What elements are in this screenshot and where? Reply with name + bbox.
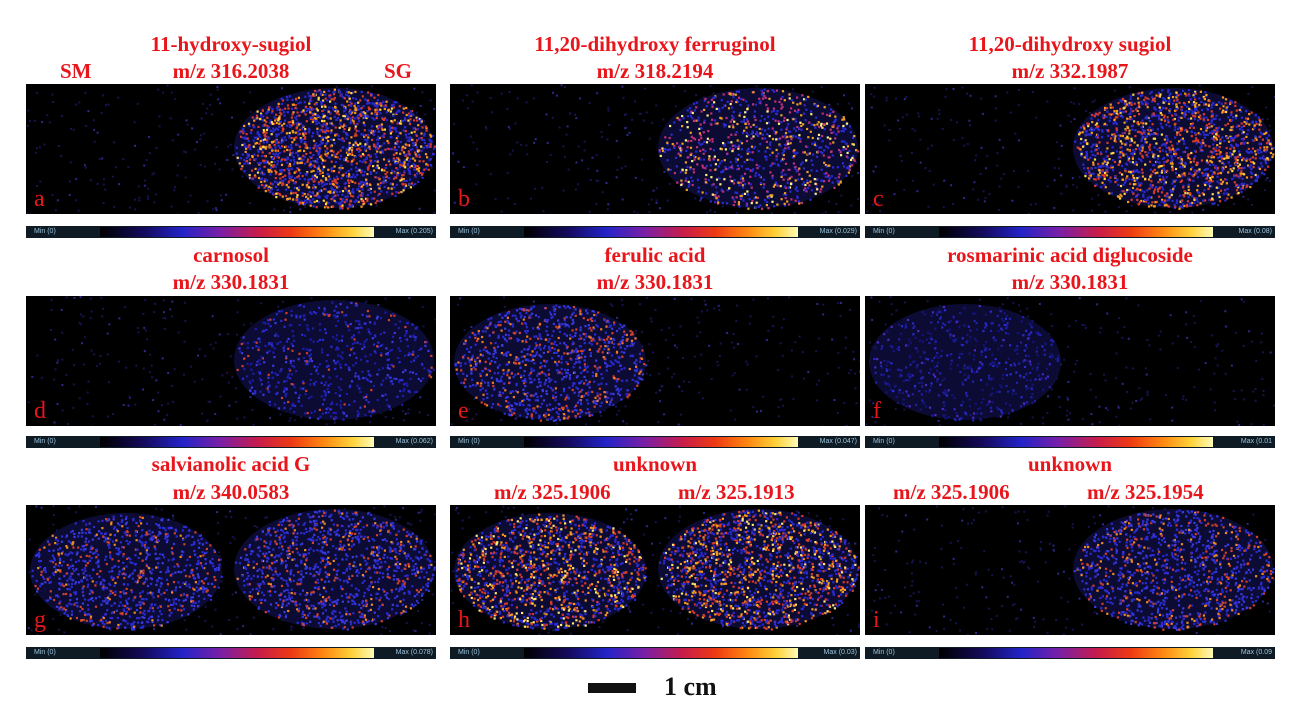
colorbar-max: Max (0.03) <box>823 649 857 656</box>
panel-letter: f <box>873 398 881 424</box>
sm-label: SM <box>60 59 92 83</box>
colorbar-max: Max (0.01 <box>1240 438 1272 445</box>
colorbar: Min (0) Max (0.09 <box>865 647 1275 659</box>
tissue-section <box>27 296 436 426</box>
tissue-section <box>450 296 860 426</box>
colorbar-min: Min (0) <box>873 438 895 445</box>
colorbar: Min (0) Max (0.029) <box>450 226 860 238</box>
colorbar-gradient <box>100 437 374 447</box>
tissue-section <box>27 505 436 635</box>
panel-title: ferulic acid <box>604 243 706 267</box>
panel-title: salvianolic acid G <box>151 452 311 476</box>
colorbar-min: Min (0) <box>458 438 480 445</box>
colorbar-gradient <box>939 437 1213 447</box>
colorbar-min: Min (0) <box>458 649 480 656</box>
ms-image: i <box>865 505 1275 635</box>
colorbar: Min (0) Max (0.01 <box>865 436 1275 448</box>
scale-bar <box>588 683 636 693</box>
colorbar-min: Min (0) <box>873 649 895 656</box>
colorbar-min: Min (0) <box>873 228 895 235</box>
panel-letter: e <box>458 398 469 424</box>
panel-mz: m/z 330.1831 <box>172 270 290 294</box>
panel-mz-left: m/z 325.1906 <box>494 480 611 504</box>
panel-mz: m/z 316.2038 <box>172 59 290 83</box>
ms-image: e <box>450 296 860 426</box>
colorbar: Min (0) Max (0.03) <box>450 647 860 659</box>
colorbar: Min (0) Max (0.047) <box>450 436 860 448</box>
colorbar-gradient <box>939 648 1213 658</box>
colorbar-min: Min (0) <box>34 649 56 656</box>
colorbar-gradient <box>524 648 798 658</box>
panel-mz-left: m/z 325.1906 <box>893 480 1010 504</box>
panel-mz: m/z 330.1831 <box>1011 270 1129 294</box>
colorbar-max: Max (0.205) <box>395 228 433 235</box>
panel-letter: a <box>34 186 45 212</box>
panel-mz: m/z 332.1987 <box>1011 59 1129 83</box>
scale-label: 1 cm <box>664 672 717 701</box>
panel-mz-right: m/z 325.1954 <box>1087 480 1204 504</box>
panel-title: rosmarinic acid diglucoside <box>947 243 1193 267</box>
panel-title: 11-hydroxy-sugiol <box>150 32 312 56</box>
colorbar-gradient <box>524 437 798 447</box>
colorbar-gradient <box>100 648 374 658</box>
colorbar-max: Max (0.047) <box>819 438 857 445</box>
colorbar-min: Min (0) <box>458 228 480 235</box>
tissue-section <box>450 505 860 635</box>
panel-letter: b <box>458 186 470 212</box>
panel-title: unknown <box>612 452 698 476</box>
ms-image: c <box>865 84 1275 214</box>
ms-image: b <box>450 84 860 214</box>
colorbar-max: Max (0.062) <box>395 438 433 445</box>
panel-mz: m/z 330.1831 <box>596 270 714 294</box>
ms-image: f <box>865 296 1275 426</box>
panel-letter: g <box>34 607 46 633</box>
colorbar: Min (0) Max (0.08) <box>865 226 1275 238</box>
sg-label: SG <box>384 59 413 83</box>
tissue-section <box>865 296 1275 426</box>
panel-letter: h <box>458 607 470 633</box>
panel-letter: d <box>34 398 46 424</box>
colorbar-min: Min (0) <box>34 438 56 445</box>
tissue-section <box>871 505 1275 635</box>
panel-mz-right: m/z 325.1913 <box>678 480 795 504</box>
panel-title: 11,20-dihydroxy sugiol <box>968 32 1172 56</box>
tissue-section <box>452 84 860 214</box>
tissue-section <box>27 84 436 214</box>
ms-image: h <box>450 505 860 635</box>
panel-letter: i <box>873 607 880 633</box>
ms-image: g <box>26 505 436 635</box>
panel-title: unknown <box>1027 452 1113 476</box>
colorbar-gradient <box>939 227 1213 237</box>
tissue-section <box>866 84 1275 214</box>
panel-letter: c <box>873 186 884 212</box>
colorbar-gradient <box>524 227 798 237</box>
panel-mz: m/z 340.0583 <box>172 480 290 504</box>
colorbar-max: Max (0.08) <box>1238 228 1272 235</box>
colorbar-max: Max (0.078) <box>395 649 433 656</box>
colorbar-gradient <box>100 227 374 237</box>
colorbar: Min (0) Max (0.205) <box>26 226 436 238</box>
panel-title: carnosol <box>193 243 269 267</box>
panel-title: 11,20-dihydroxy ferruginol <box>534 32 776 56</box>
colorbar-max: Max (0.09 <box>1240 649 1272 656</box>
ms-image: a <box>26 84 436 214</box>
colorbar: Min (0) Max (0.062) <box>26 436 436 448</box>
colorbar-min: Min (0) <box>34 228 56 235</box>
colorbar-max: Max (0.029) <box>819 228 857 235</box>
ms-image: d <box>26 296 436 426</box>
colorbar: Min (0) Max (0.078) <box>26 647 436 659</box>
panel-mz: m/z 318.2194 <box>596 59 714 83</box>
